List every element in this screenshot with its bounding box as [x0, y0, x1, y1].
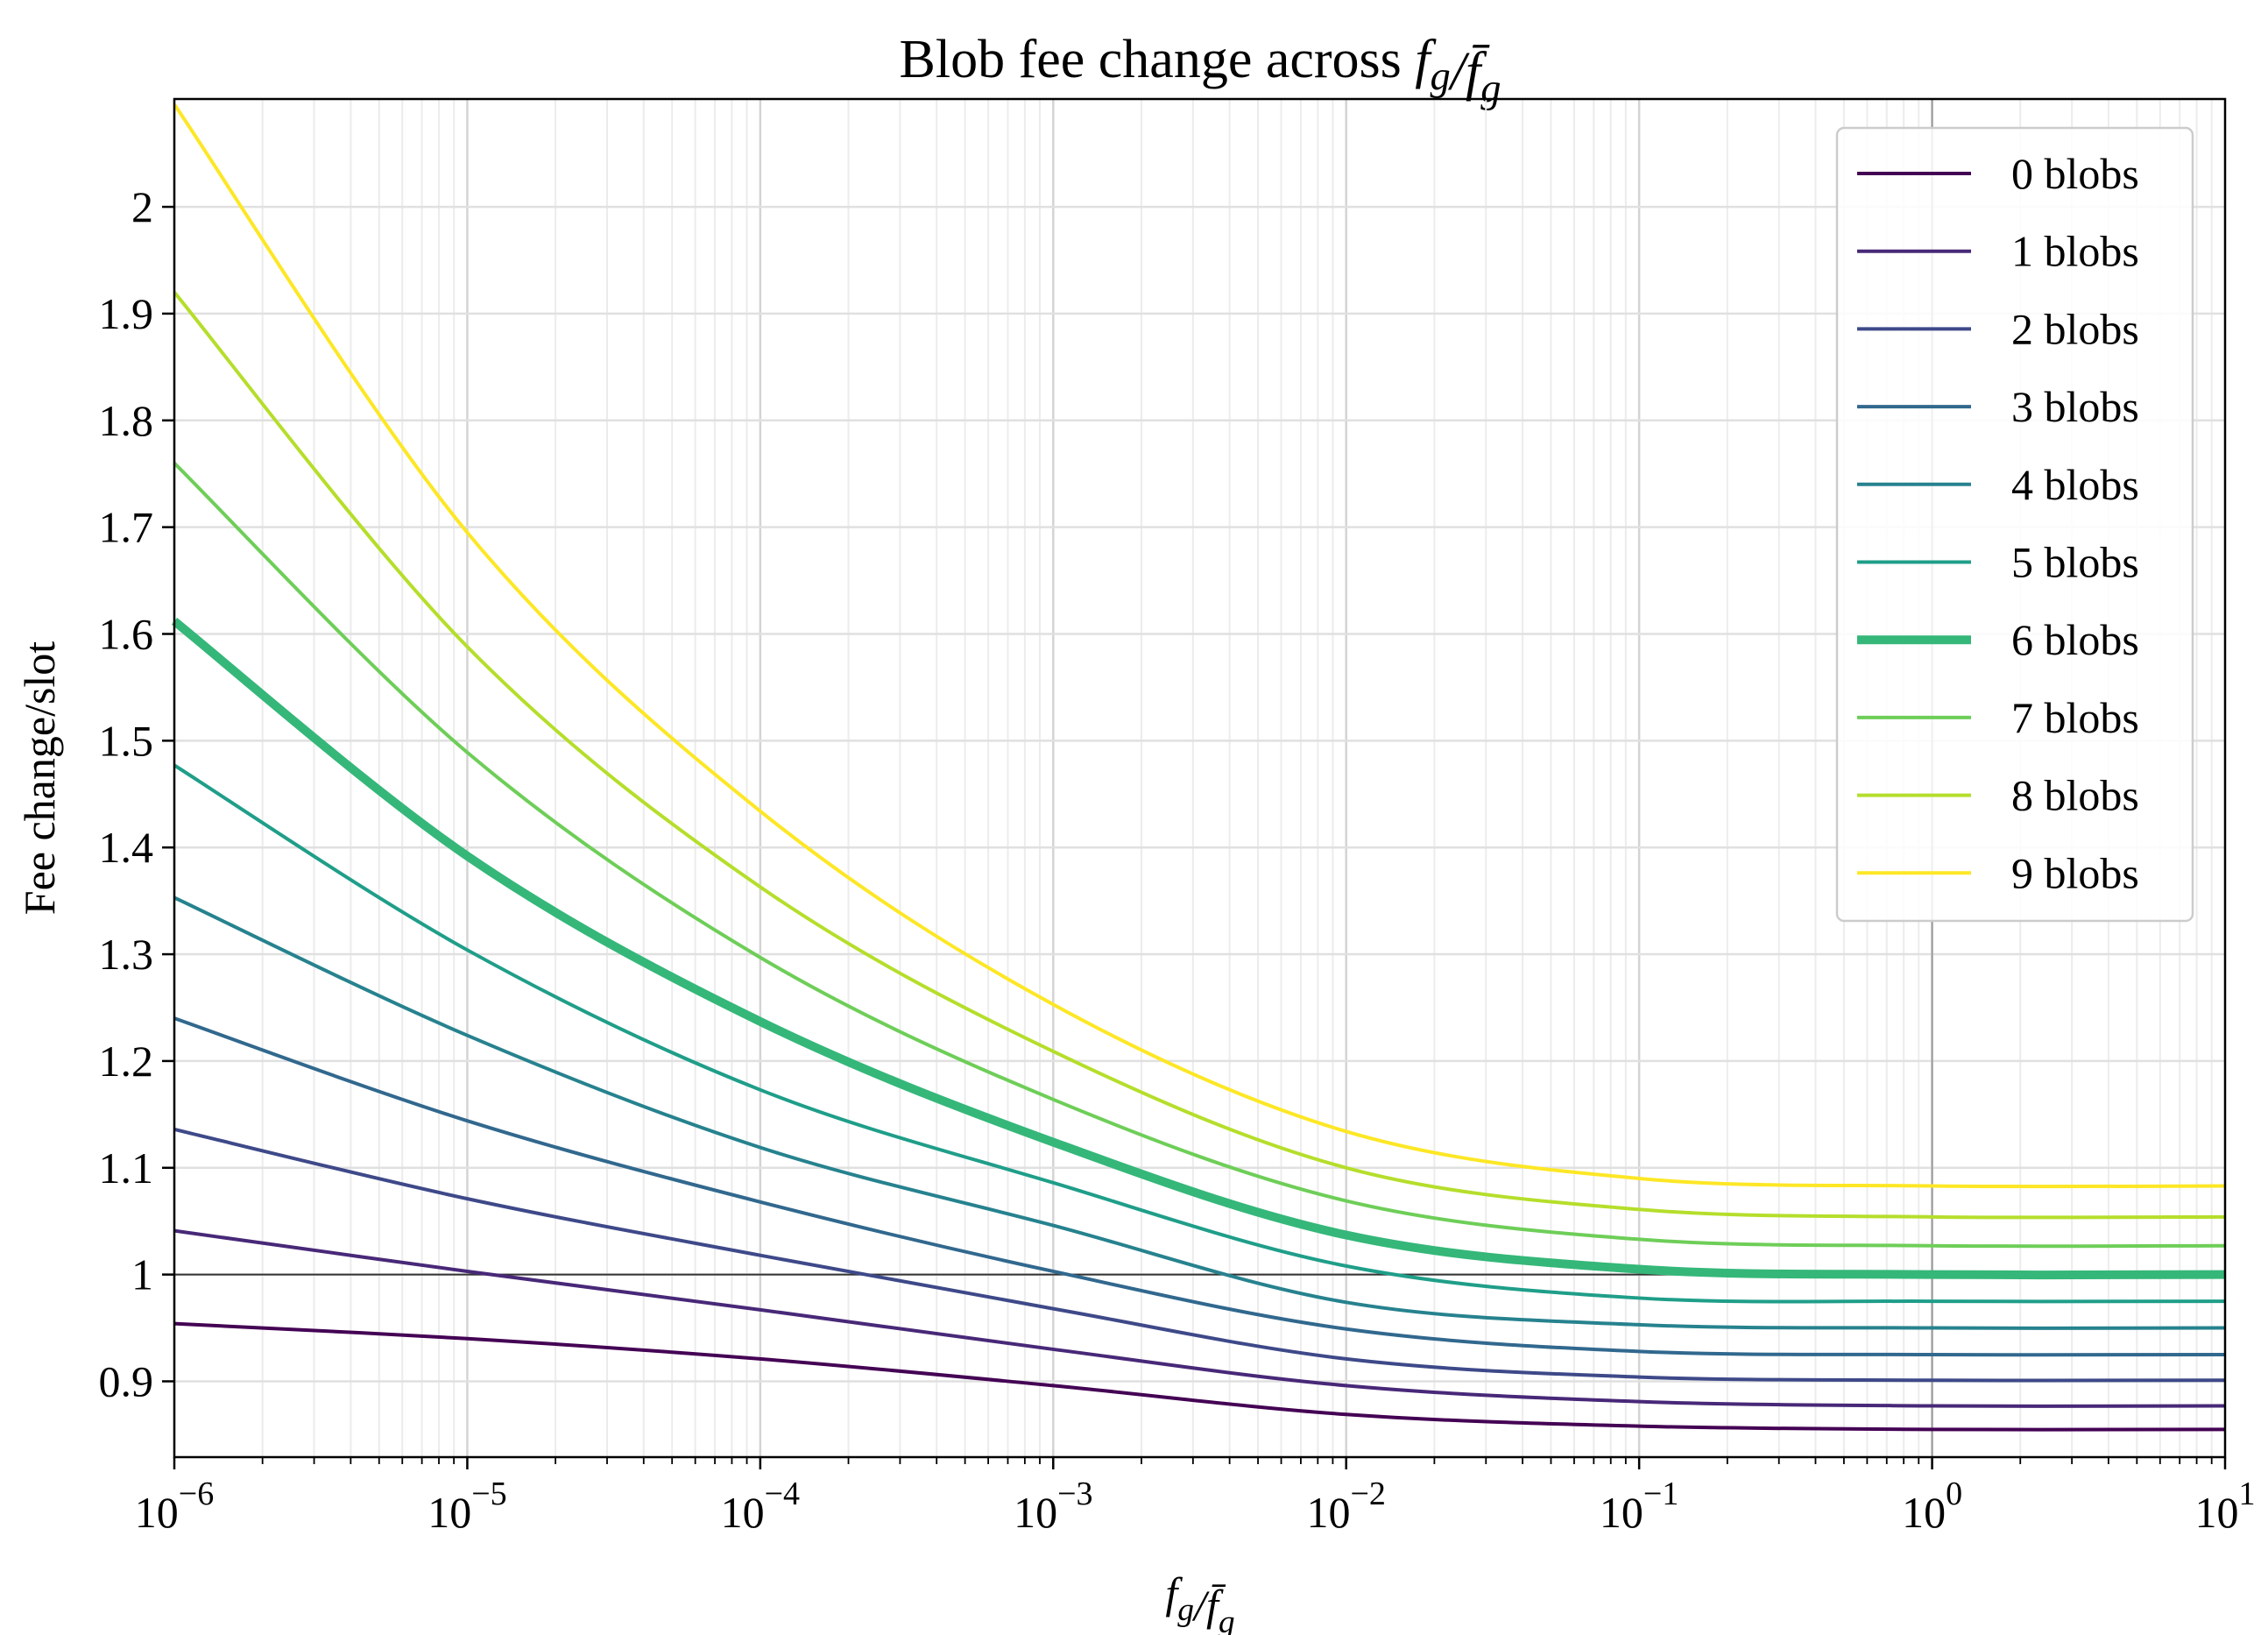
- y-tick-label: 1.4: [99, 823, 154, 872]
- y-tick-label: 1.2: [99, 1037, 154, 1086]
- series-line-3-blobs: [173, 1016, 2226, 1357]
- axes-frame: [173, 97, 2227, 1459]
- legend-label: 3 blobs: [2011, 382, 2139, 431]
- y-tick-label: 1.9: [99, 289, 154, 338]
- legend-label: 9 blobs: [2011, 848, 2139, 897]
- tick-exponent: −5: [471, 1476, 506, 1512]
- tick-base: 10: [2195, 1488, 2239, 1537]
- y-axis-ticks: 0.9 1 1.1 1.2 1.3 1.4 1.5 1.6 1.7 1.8 1.9 2: [99, 182, 174, 1405]
- series-line-6-blobs: [171, 617, 2226, 1280]
- tick-exponent: 0: [1946, 1476, 1962, 1512]
- tick-exponent: −3: [1057, 1476, 1092, 1512]
- subscript: g: [1177, 1592, 1194, 1628]
- tick-base: 10: [1014, 1488, 1057, 1537]
- subscript: g: [1219, 1604, 1235, 1635]
- tick-base: 10: [1600, 1488, 1643, 1537]
- series-line-8-blobs: [173, 291, 2226, 1220]
- legend-label: 4 blobs: [2011, 460, 2139, 509]
- series-line-9-blobs: [173, 103, 2226, 1189]
- x-tick-label: 10−1: [1600, 1476, 1678, 1537]
- series-line-0-blobs: [173, 1321, 2226, 1432]
- y-axis-label: Fee change/slot: [15, 641, 64, 916]
- tick-exponent: −1: [1643, 1476, 1678, 1512]
- x-axis-ticks: 10−6 10−5 10−4 10−3 10−2 10−1 100 101: [135, 1457, 2256, 1537]
- legend-label: 0 blobs: [2011, 149, 2139, 198]
- tick-exponent: −6: [179, 1476, 214, 1512]
- legend-label: 6 blobs: [2011, 615, 2139, 664]
- legend-label: 1 blobs: [2011, 227, 2139, 276]
- tick-exponent: −4: [765, 1476, 800, 1512]
- tick-base: 10: [135, 1488, 179, 1537]
- x-tick-label: 10−3: [1014, 1476, 1092, 1537]
- series-line-7-blobs: [173, 462, 2226, 1249]
- y-tick-label: 1.8: [99, 396, 154, 445]
- series-line-2-blobs: [173, 1127, 2226, 1383]
- legend-box: [1835, 126, 2194, 923]
- tick-base: 10: [427, 1488, 471, 1537]
- legend-label: 8 blobs: [2011, 771, 2139, 820]
- y-tick-label: 1.5: [99, 716, 154, 765]
- legend-label: 5 blobs: [2011, 538, 2139, 587]
- subscript: g: [1480, 67, 1501, 111]
- x-tick-label: 10−2: [1306, 1476, 1385, 1537]
- y-tick-label: 1.6: [99, 609, 154, 658]
- x-tick-label: 10−5: [427, 1476, 506, 1537]
- x-tick-label: 10−6: [135, 1476, 214, 1537]
- series-line-1-blobs: [173, 1228, 2226, 1408]
- y-tick-label: 2: [131, 182, 153, 231]
- tick-base: 10: [1902, 1488, 1946, 1537]
- tick-exponent: −2: [1350, 1476, 1385, 1512]
- y-tick-label: 1.3: [99, 930, 154, 979]
- tick-exponent: 1: [2239, 1476, 2256, 1512]
- legend: 0 blobs 1 blobs 2 blobs 3 blobs 4 blobs 5 blo…: [1835, 126, 2194, 923]
- series-line-5-blobs: [173, 763, 2226, 1304]
- y-tick-label: 1.7: [99, 503, 154, 552]
- subscript: g: [1431, 54, 1451, 99]
- tick-base: 10: [1306, 1488, 1350, 1537]
- title-text: Blob fee change across: [900, 30, 1416, 89]
- y-tick-label: 1: [131, 1250, 153, 1299]
- x-tick-label: 10−4: [721, 1476, 800, 1537]
- legend-label: 2 blobs: [2011, 304, 2139, 353]
- x-tick-label: 101: [2195, 1476, 2256, 1537]
- tick-base: 10: [721, 1488, 765, 1537]
- series-line-4-blobs: [173, 895, 2226, 1330]
- x-tick-label: 100: [1902, 1476, 1962, 1537]
- y-tick-label: 1.1: [99, 1143, 154, 1193]
- series-lines: [171, 103, 2226, 1432]
- legend-label: 7 blobs: [2011, 693, 2139, 742]
- chart-title: Blob fee change across fg/f̄g: [900, 30, 1501, 111]
- y-tick-label: 0.9: [99, 1356, 154, 1405]
